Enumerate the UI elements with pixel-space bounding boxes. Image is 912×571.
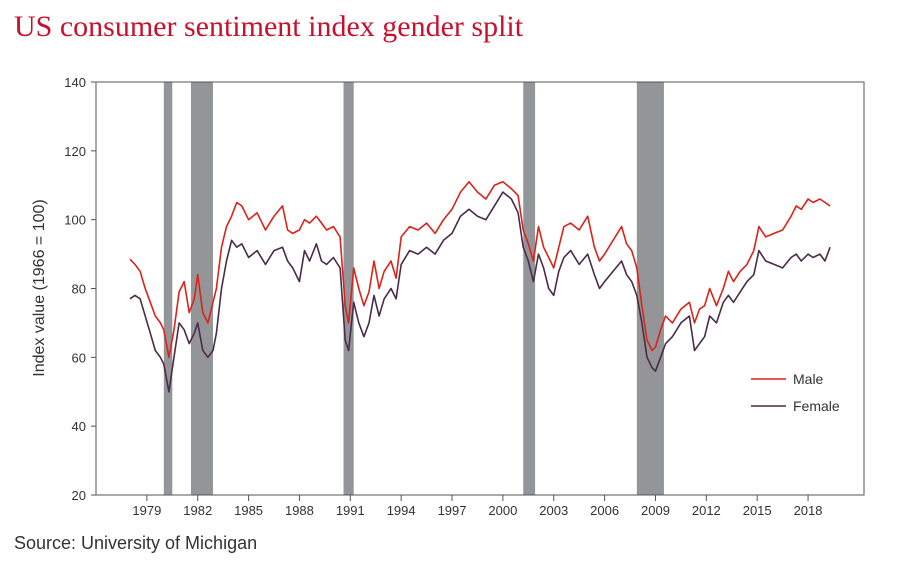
- series-line-male: [129, 181, 831, 359]
- y-tick-label: 80: [72, 282, 86, 297]
- recession-band-4: [636, 82, 664, 495]
- chart-title: US consumer sentiment index gender split: [14, 10, 524, 43]
- y-ticks: 20 40 60 80 100 120 140: [64, 75, 96, 503]
- x-tick-label: 2000: [488, 503, 517, 518]
- x-tick-label: 2009: [641, 503, 670, 518]
- x-tick-label: 2015: [743, 503, 772, 518]
- legend: Male Female: [751, 371, 840, 414]
- recession-band-0: [163, 82, 173, 495]
- y-tick-label: 60: [72, 350, 86, 365]
- x-tick-label: 1982: [183, 503, 212, 518]
- y-tick-label: 40: [72, 419, 86, 434]
- x-tick-label: 1988: [285, 503, 314, 518]
- x-tick-label: 1997: [438, 503, 467, 518]
- y-tick-label: 140: [64, 75, 86, 90]
- y-tick-label: 120: [64, 144, 86, 159]
- x-tick-label: 2003: [539, 503, 568, 518]
- x-ticks: 1979 1982 1985 1988 1991 1994 1997 2000 2003 2006…: [132, 495, 823, 518]
- series-line-female: [129, 191, 831, 393]
- legend-label-male: Male: [793, 371, 824, 387]
- y-axis-title: Index value (1966 = 100): [31, 199, 48, 376]
- x-tick-label: 1991: [336, 503, 365, 518]
- x-tick-label: 2012: [692, 503, 721, 518]
- y-tick-label: 20: [72, 488, 86, 503]
- x-tick-label: 1994: [387, 503, 416, 518]
- series-lines: [129, 181, 831, 393]
- x-tick-label: 2018: [794, 503, 823, 518]
- x-tick-label: 2006: [590, 503, 619, 518]
- source-note: Source: University of Michigan: [14, 533, 258, 553]
- x-tick-label: 1985: [234, 503, 263, 518]
- recession-band-1: [190, 82, 213, 495]
- plot-frame: [95, 81, 865, 496]
- recession-band-3: [523, 82, 536, 495]
- y-tick-label: 100: [64, 213, 86, 228]
- recession-band-2: [343, 82, 354, 495]
- x-tick-label: 1979: [132, 503, 161, 518]
- recession-bands: [163, 82, 664, 495]
- legend-label-female: Female: [793, 398, 840, 414]
